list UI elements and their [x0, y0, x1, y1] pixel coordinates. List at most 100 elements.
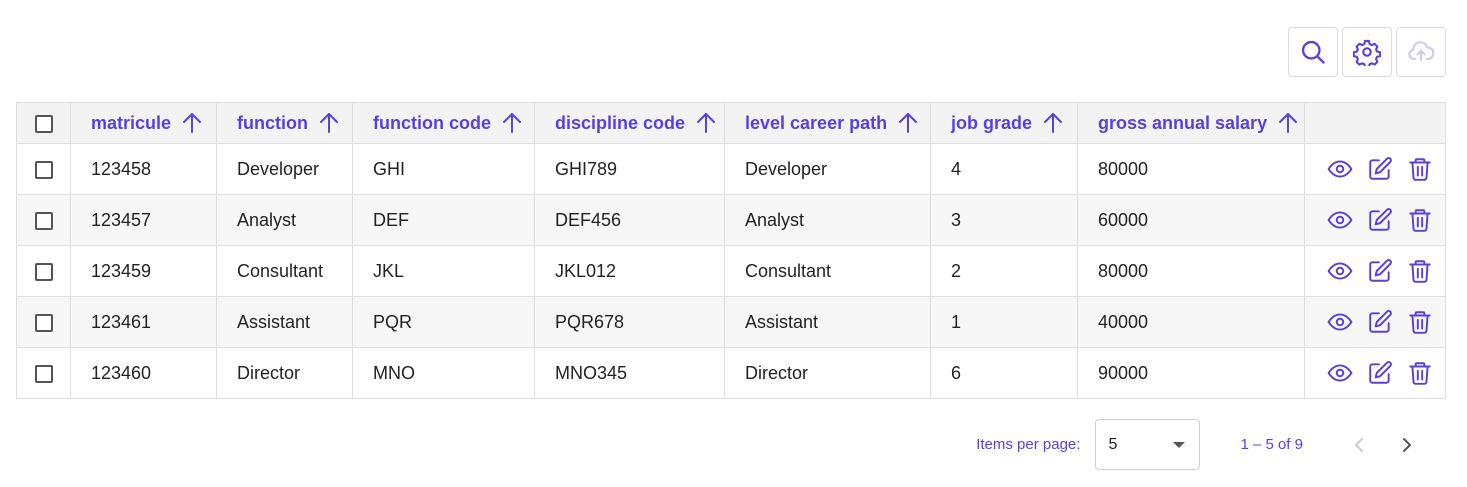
- row-actions: [1325, 360, 1445, 386]
- row-checkbox[interactable]: [34, 160, 53, 179]
- cell-gross-annual-salary: 80000: [1077, 143, 1305, 195]
- view-button[interactable]: [1327, 207, 1353, 233]
- cell-discipline-code: DEF456: [534, 194, 725, 246]
- edit-icon: [1369, 361, 1392, 384]
- cell-matricule: 123461: [70, 296, 217, 348]
- cell-gross-annual-salary: 60000: [1077, 194, 1305, 246]
- gear-icon: [1353, 39, 1381, 66]
- view-button[interactable]: [1327, 258, 1353, 284]
- delete-button[interactable]: [1407, 258, 1433, 284]
- toolbar: [1288, 27, 1446, 77]
- row-actions-cell: [1304, 245, 1446, 297]
- cell-function: Developer: [216, 143, 353, 195]
- row-checkbox[interactable]: [34, 262, 53, 281]
- column-header-matricule[interactable]: matricule: [70, 102, 217, 144]
- table-row: 123461 Assistant PQR PQR678 Assistant 1 40000: [16, 296, 1446, 348]
- search-icon: [1301, 40, 1325, 64]
- row-actions: [1325, 156, 1445, 182]
- chevron-right-icon: [1403, 437, 1411, 452]
- row-checkbox[interactable]: [34, 364, 53, 383]
- cell-function: Analyst: [216, 194, 353, 246]
- edit-button[interactable]: [1367, 309, 1393, 335]
- eye-icon: [1327, 211, 1353, 229]
- row-checkbox[interactable]: [34, 313, 53, 332]
- column-header-discipline-code[interactable]: discipline code: [534, 102, 725, 144]
- table-header-row: matricule function function code discipl…: [16, 102, 1446, 144]
- column-label: level career path: [745, 112, 888, 133]
- cell-function: Director: [216, 347, 353, 399]
- previous-page-button[interactable]: [1339, 425, 1379, 465]
- table-row: 123460 Director MNO MNO345 Director 6 90000: [16, 347, 1446, 399]
- column-header-job-grade[interactable]: job grade: [930, 102, 1078, 144]
- upload-button[interactable]: [1396, 27, 1446, 77]
- data-table: matricule function function code discipl…: [16, 102, 1446, 399]
- sort-arrow-up-icon[interactable]: [318, 111, 340, 135]
- cell-discipline-code: PQR678: [534, 296, 725, 348]
- edit-button[interactable]: [1367, 207, 1393, 233]
- items-per-page-select[interactable]: 5: [1095, 419, 1201, 470]
- view-button[interactable]: [1327, 156, 1353, 182]
- cell-matricule: 123458: [70, 143, 217, 195]
- delete-button[interactable]: [1407, 156, 1433, 182]
- view-button[interactable]: [1327, 360, 1353, 386]
- settings-button[interactable]: [1342, 27, 1392, 77]
- column-label: gross annual salary: [1098, 112, 1268, 133]
- table-row: 123458 Developer GHI GHI789 Developer 4 80000: [16, 143, 1446, 195]
- eye-icon: [1327, 313, 1353, 331]
- edit-icon: [1369, 310, 1392, 333]
- cell-gross-annual-salary: 80000: [1077, 245, 1305, 297]
- cell-discipline-code: GHI789: [534, 143, 725, 195]
- delete-button[interactable]: [1407, 309, 1433, 335]
- cloud-upload-icon: [1408, 41, 1435, 62]
- table-row: 123459 Consultant JKL JKL012 Consultant 2 8000…: [16, 245, 1446, 297]
- cell-level-career-path: Consultant: [724, 245, 931, 297]
- row-actions-cell: [1304, 296, 1446, 348]
- cell-level-career-path: Director: [724, 347, 931, 399]
- cell-function-code: JKL: [352, 245, 535, 297]
- table-row: 123457 Analyst DEF DEF456 Analyst 3 60000: [16, 194, 1446, 246]
- sort-arrow-up-icon[interactable]: [181, 111, 203, 135]
- next-page-button[interactable]: [1387, 425, 1427, 465]
- column-header-gross-annual-salary[interactable]: gross annual salary: [1077, 102, 1305, 144]
- range-label: 1 – 5 of 9: [1240, 436, 1303, 453]
- row-select-cell: [16, 296, 71, 348]
- cell-gross-annual-salary: 40000: [1077, 296, 1305, 348]
- row-checkbox[interactable]: [34, 211, 53, 230]
- row-select-cell: [16, 245, 71, 297]
- view-button[interactable]: [1327, 309, 1353, 335]
- search-button[interactable]: [1288, 27, 1338, 77]
- cell-job-grade: 6: [930, 347, 1078, 399]
- cell-function: Assistant: [216, 296, 353, 348]
- column-header-function[interactable]: function: [216, 102, 353, 144]
- paginator: Items per page: 5 1 – 5 of 9: [976, 419, 1427, 470]
- edit-icon: [1369, 259, 1392, 282]
- edit-button[interactable]: [1367, 156, 1393, 182]
- column-header-function-code[interactable]: function code: [352, 102, 535, 144]
- sort-arrow-up-icon[interactable]: [501, 111, 523, 135]
- row-actions-cell: [1304, 347, 1446, 399]
- edit-button[interactable]: [1367, 258, 1393, 284]
- edit-button[interactable]: [1367, 360, 1393, 386]
- cell-gross-annual-salary: 90000: [1077, 347, 1305, 399]
- cell-discipline-code: JKL012: [534, 245, 725, 297]
- chevron-left-icon: [1355, 437, 1363, 452]
- sort-arrow-up-icon[interactable]: [897, 111, 919, 135]
- cell-function-code: GHI: [352, 143, 535, 195]
- row-actions: [1325, 207, 1445, 233]
- sort-arrow-up-icon[interactable]: [695, 111, 717, 135]
- cell-level-career-path: Developer: [724, 143, 931, 195]
- select-all-cell: [16, 102, 71, 144]
- column-label: matricule: [91, 112, 172, 133]
- row-select-cell: [16, 143, 71, 195]
- sort-arrow-up-icon[interactable]: [1277, 111, 1299, 135]
- items-per-page-value: 5: [1108, 435, 1118, 453]
- items-per-page-label: Items per page:: [976, 436, 1081, 453]
- cell-matricule: 123460: [70, 347, 217, 399]
- column-header-level-career-path[interactable]: level career path: [724, 102, 931, 144]
- delete-button[interactable]: [1407, 207, 1433, 233]
- cell-job-grade: 1: [930, 296, 1078, 348]
- row-actions-cell: [1304, 194, 1446, 246]
- select-all-checkbox[interactable]: [34, 114, 53, 133]
- delete-button[interactable]: [1407, 360, 1433, 386]
- sort-arrow-up-icon[interactable]: [1042, 111, 1064, 135]
